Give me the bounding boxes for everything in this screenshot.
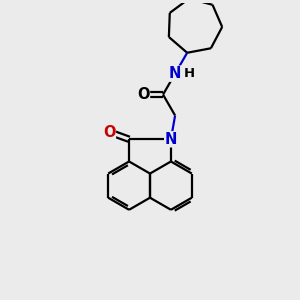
Text: H: H [183,67,194,80]
Text: N: N [165,132,177,147]
Text: O: O [103,124,116,140]
Text: O: O [137,87,149,102]
Text: N: N [169,66,181,81]
